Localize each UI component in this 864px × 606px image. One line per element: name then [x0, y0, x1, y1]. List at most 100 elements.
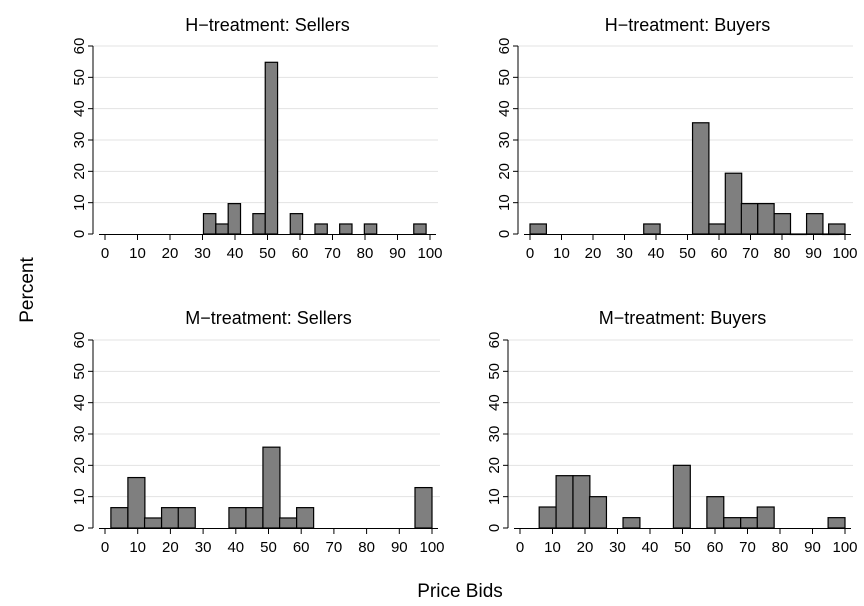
histogram-bar	[215, 223, 229, 235]
x-tick-label: 60	[711, 245, 728, 262]
y-tick-label: 30	[71, 132, 88, 149]
y-tick-label: 0	[71, 230, 88, 238]
histogram-bar	[228, 507, 247, 529]
histogram-bar	[706, 496, 725, 529]
histogram-bar	[314, 223, 328, 235]
histogram-bar	[289, 213, 304, 235]
histogram-bar	[740, 517, 759, 529]
y-tick-label: 30	[496, 132, 513, 149]
panel-title: H−treatment: Buyers	[605, 15, 771, 35]
x-tick-label: 60	[707, 539, 724, 556]
x-tick-label: 60	[292, 245, 309, 262]
histogram-bar	[622, 517, 641, 529]
y-tick-label: 0	[496, 230, 513, 238]
histogram-bar	[227, 203, 242, 235]
x-tick-label: 90	[389, 245, 406, 262]
y-tick-label: 40	[71, 394, 88, 411]
x-tick-label: 0	[101, 539, 109, 556]
histogram-bar	[756, 506, 775, 529]
histogram-bar	[723, 517, 742, 529]
y-tick-label: 20	[486, 457, 503, 474]
y-tick-label: 40	[496, 100, 513, 117]
y-tick-label: 10	[486, 488, 503, 505]
x-tick-label: 80	[358, 539, 375, 556]
histogram-bar	[672, 464, 691, 529]
x-tick-label: 90	[805, 245, 822, 262]
y-axis-label: Percent	[17, 257, 38, 323]
x-tick-label: 80	[357, 245, 374, 262]
x-tick-label: 100	[417, 245, 442, 262]
y-tick-label: 40	[486, 394, 503, 411]
x-tick-label: 30	[616, 245, 633, 262]
histogram-bar	[529, 223, 547, 235]
x-tick-label: 20	[577, 539, 594, 556]
x-axis-label: Price Bids	[417, 581, 503, 602]
histogram-bar	[252, 213, 266, 235]
histogram-bar	[773, 213, 792, 235]
panel-h-sellers: H−treatment: Sellers 0 10 20 30 40 50 60 0 10 20 30…	[71, 15, 443, 262]
panel-m-sellers: M−treatment: Sellers 0 10 20 30 40 50 60 0 10 20 30…	[71, 308, 445, 556]
x-tick-label: 50	[260, 539, 277, 556]
x-tick-label: 70	[324, 245, 341, 262]
x-tick-label: 80	[772, 539, 789, 556]
y-tick-label: 0	[486, 524, 503, 532]
x-tick-label: 0	[516, 539, 524, 556]
x-tick-label: 40	[648, 245, 665, 262]
panel-h-buyers: H−treatment: Buyers 0 10 20 30 40 50 60 0 10 20 30 4…	[496, 15, 858, 262]
x-tick-label: 60	[293, 539, 310, 556]
y-tick-label: 50	[71, 363, 88, 380]
x-tick-label: 40	[227, 245, 244, 262]
histogram-bar	[414, 486, 433, 529]
y-tick-label: 0	[71, 524, 88, 532]
histogram-bar	[245, 507, 264, 529]
y-tick-label: 10	[71, 488, 88, 505]
histogram-bar	[724, 172, 743, 235]
panel-title: H−treatment: Sellers	[185, 15, 350, 35]
histogram-bar	[538, 506, 557, 529]
histogram-bar	[262, 446, 281, 529]
histogram-bar	[202, 213, 217, 235]
x-tick-label: 70	[326, 539, 343, 556]
panel-title: M−treatment: Buyers	[599, 308, 767, 328]
histogram-bar	[143, 517, 163, 529]
y-tick-label: 60	[486, 332, 503, 349]
histogram-bar	[740, 203, 759, 235]
histogram-bar	[160, 507, 180, 529]
panel-title: M−treatment: Sellers	[185, 308, 352, 328]
x-tick-label: 10	[129, 245, 146, 262]
histogram-bar	[110, 507, 129, 529]
y-tick-label: 50	[486, 363, 503, 380]
histogram-bar	[555, 475, 574, 529]
y-tick-label: 30	[71, 426, 88, 443]
x-tick-label: 50	[679, 245, 696, 262]
histogram-bar	[588, 496, 608, 529]
y-tick-label: 60	[71, 332, 88, 349]
x-tick-label: 10	[553, 245, 570, 262]
x-tick-label: 10	[129, 539, 146, 556]
x-tick-label: 70	[742, 245, 759, 262]
histogram-bar	[363, 223, 378, 235]
x-tick-label: 40	[227, 539, 244, 556]
x-tick-label: 30	[609, 539, 626, 556]
histogram-bar	[691, 122, 710, 235]
x-tick-label: 20	[162, 539, 179, 556]
histogram-bar	[264, 61, 279, 235]
y-tick-label: 60	[71, 38, 88, 55]
histogram-bar	[339, 223, 353, 235]
x-tick-label: 90	[804, 539, 821, 556]
panel-m-buyers: M−treatment: Buyers 0 10 20 30 40 50 60 0 10 20 30 4…	[486, 308, 858, 556]
y-tick-label: 20	[496, 163, 513, 180]
x-tick-label: 0	[101, 245, 109, 262]
y-tick-label: 10	[71, 194, 88, 211]
histogram-bar	[805, 213, 824, 235]
x-tick-label: 0	[526, 245, 534, 262]
x-tick-label: 40	[642, 539, 659, 556]
x-tick-label: 70	[739, 539, 756, 556]
histogram-bar	[757, 203, 775, 235]
y-tick-label: 20	[71, 457, 88, 474]
histogram-bar	[296, 507, 315, 529]
x-tick-label: 20	[585, 245, 602, 262]
x-tick-label: 30	[194, 245, 211, 262]
y-tick-label: 30	[486, 426, 503, 443]
